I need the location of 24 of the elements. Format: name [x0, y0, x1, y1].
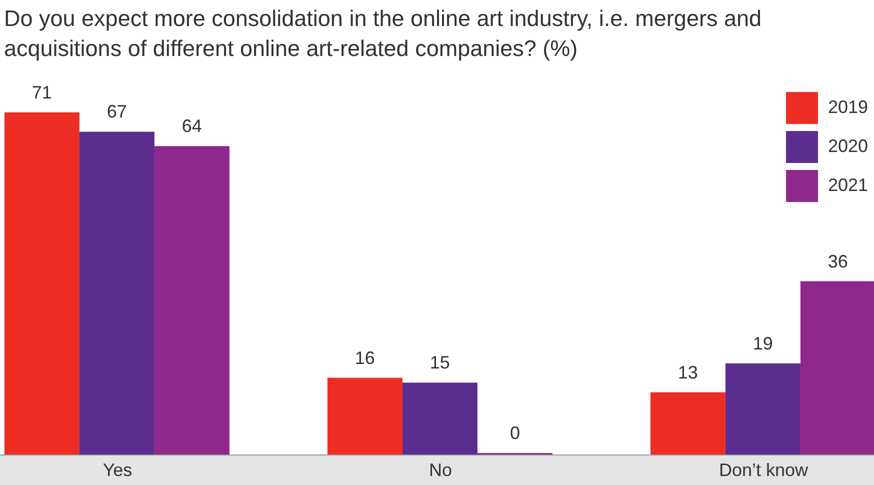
- bar: [327, 378, 402, 455]
- chart-title: Do you expect more consolidation in the online art industry, i.e. mergers and acquisitions of different online art-related companies? (%): [4, 5, 762, 63]
- bar: [154, 146, 230, 455]
- data-label: 13: [678, 362, 698, 382]
- data-label: 64: [182, 116, 202, 136]
- legend-label: 2020: [828, 136, 868, 157]
- bar: [402, 382, 478, 455]
- bar: [650, 392, 726, 455]
- x-tick-label: No: [428, 460, 452, 480]
- data-label: 19: [752, 333, 773, 354]
- data-label: 15: [430, 352, 450, 373]
- bar: [725, 363, 800, 455]
- data-label: 71: [32, 82, 52, 102]
- data-label: 36: [828, 251, 848, 272]
- x-tick-label: Don’t know: [718, 460, 810, 480]
- legend-label: 2019: [828, 97, 868, 118]
- x-tick-label: Yes: [102, 460, 132, 480]
- bar: [4, 112, 80, 455]
- data-label: 67: [106, 102, 127, 122]
- bar: [800, 281, 874, 455]
- data-label: 16: [354, 348, 375, 368]
- data-label: 0: [510, 423, 520, 443]
- bar: [79, 132, 154, 455]
- legend-label: 2021: [828, 175, 868, 196]
